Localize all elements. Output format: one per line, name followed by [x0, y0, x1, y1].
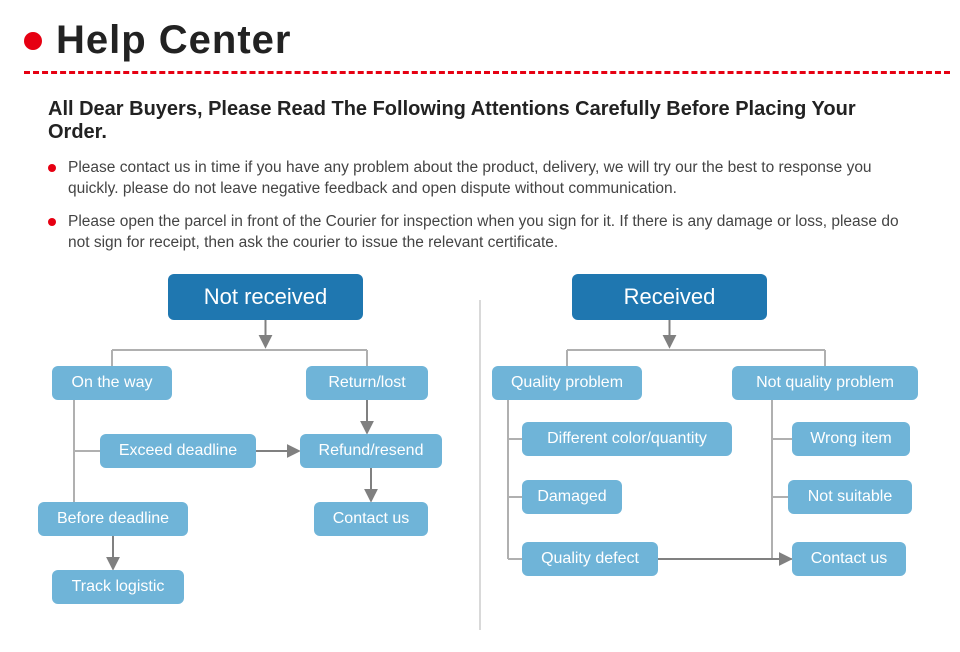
list-item: Please open the parcel in front of the C… [48, 212, 912, 254]
flow-node-quality-problem: Quality problem [492, 366, 642, 400]
page: Help Center All Dear Buyers, Please Read… [0, 0, 960, 652]
subtitle: All Dear Buyers, Please Read The Followi… [0, 74, 960, 158]
flow-node-track-logistic: Track logistic [52, 570, 184, 604]
flowchart-not-received: Not received On the way Return/lost Exceed … [38, 274, 468, 634]
header: Help Center [0, 0, 960, 71]
flowchart-received: Received Quality problem Not quality probl… [492, 274, 922, 634]
flow-node-contact-us: Contact us [792, 542, 906, 576]
flow-node-damaged: Damaged [522, 480, 622, 514]
accent-dot-icon [24, 32, 42, 50]
flow-node-refund-resend: Refund/resend [300, 434, 442, 468]
flow-node-quality-defect: Quality defect [522, 542, 658, 576]
flow-node-contact-us: Contact us [314, 502, 428, 536]
flow-root-not-received: Not received [168, 274, 363, 320]
flow-node-not-suitable: Not suitable [788, 480, 912, 514]
bullet-list: Please contact us in time if you have an… [0, 158, 960, 254]
flow-node-diff-color-qty: Different color/quantity [522, 422, 732, 456]
list-item: Please contact us in time if you have an… [48, 158, 912, 200]
flow-node-before-deadline: Before deadline [38, 502, 188, 536]
flow-node-on-the-way: On the way [52, 366, 172, 400]
vertical-divider [479, 300, 481, 630]
page-title: Help Center [56, 18, 292, 63]
flow-root-received: Received [572, 274, 767, 320]
flow-node-wrong-item: Wrong item [792, 422, 910, 456]
flow-node-exceed-deadline: Exceed deadline [100, 434, 256, 468]
flow-node-return-lost: Return/lost [306, 366, 428, 400]
flow-node-not-quality-problem: Not quality problem [732, 366, 918, 400]
